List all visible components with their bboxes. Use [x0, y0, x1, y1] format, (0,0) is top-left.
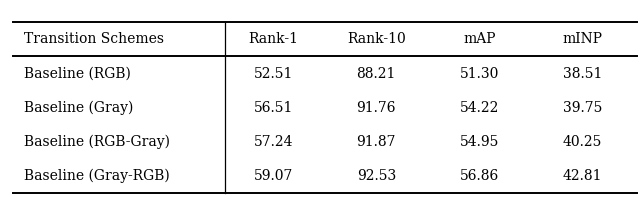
Text: 54.95: 54.95 — [460, 135, 499, 149]
Text: 51.30: 51.30 — [460, 67, 499, 80]
Text: 59.07: 59.07 — [253, 169, 293, 183]
Text: 38.51: 38.51 — [563, 67, 602, 80]
Text: Baseline (Gray): Baseline (Gray) — [24, 100, 133, 115]
Text: 39.75: 39.75 — [563, 101, 602, 114]
Text: 54.22: 54.22 — [460, 101, 499, 114]
Text: mINP: mINP — [562, 33, 602, 46]
Text: 40.25: 40.25 — [563, 135, 602, 149]
Text: 91.76: 91.76 — [356, 101, 396, 114]
Text: 42.81: 42.81 — [563, 169, 602, 183]
Text: 52.51: 52.51 — [253, 67, 293, 80]
Text: Baseline (RGB-Gray): Baseline (RGB-Gray) — [24, 134, 170, 149]
Text: Transition Schemes: Transition Schemes — [24, 33, 164, 46]
Text: 56.51: 56.51 — [253, 101, 293, 114]
Text: 56.86: 56.86 — [460, 169, 499, 183]
Text: 57.24: 57.24 — [253, 135, 293, 149]
Text: Baseline (RGB): Baseline (RGB) — [24, 67, 131, 80]
Text: 88.21: 88.21 — [356, 67, 396, 80]
Text: 91.87: 91.87 — [356, 135, 396, 149]
Text: 92.53: 92.53 — [356, 169, 396, 183]
Text: Rank-1: Rank-1 — [248, 33, 298, 46]
Text: Baseline (Gray-RGB): Baseline (Gray-RGB) — [24, 168, 170, 183]
Text: Rank-10: Rank-10 — [347, 33, 406, 46]
Text: mAP: mAP — [463, 33, 495, 46]
